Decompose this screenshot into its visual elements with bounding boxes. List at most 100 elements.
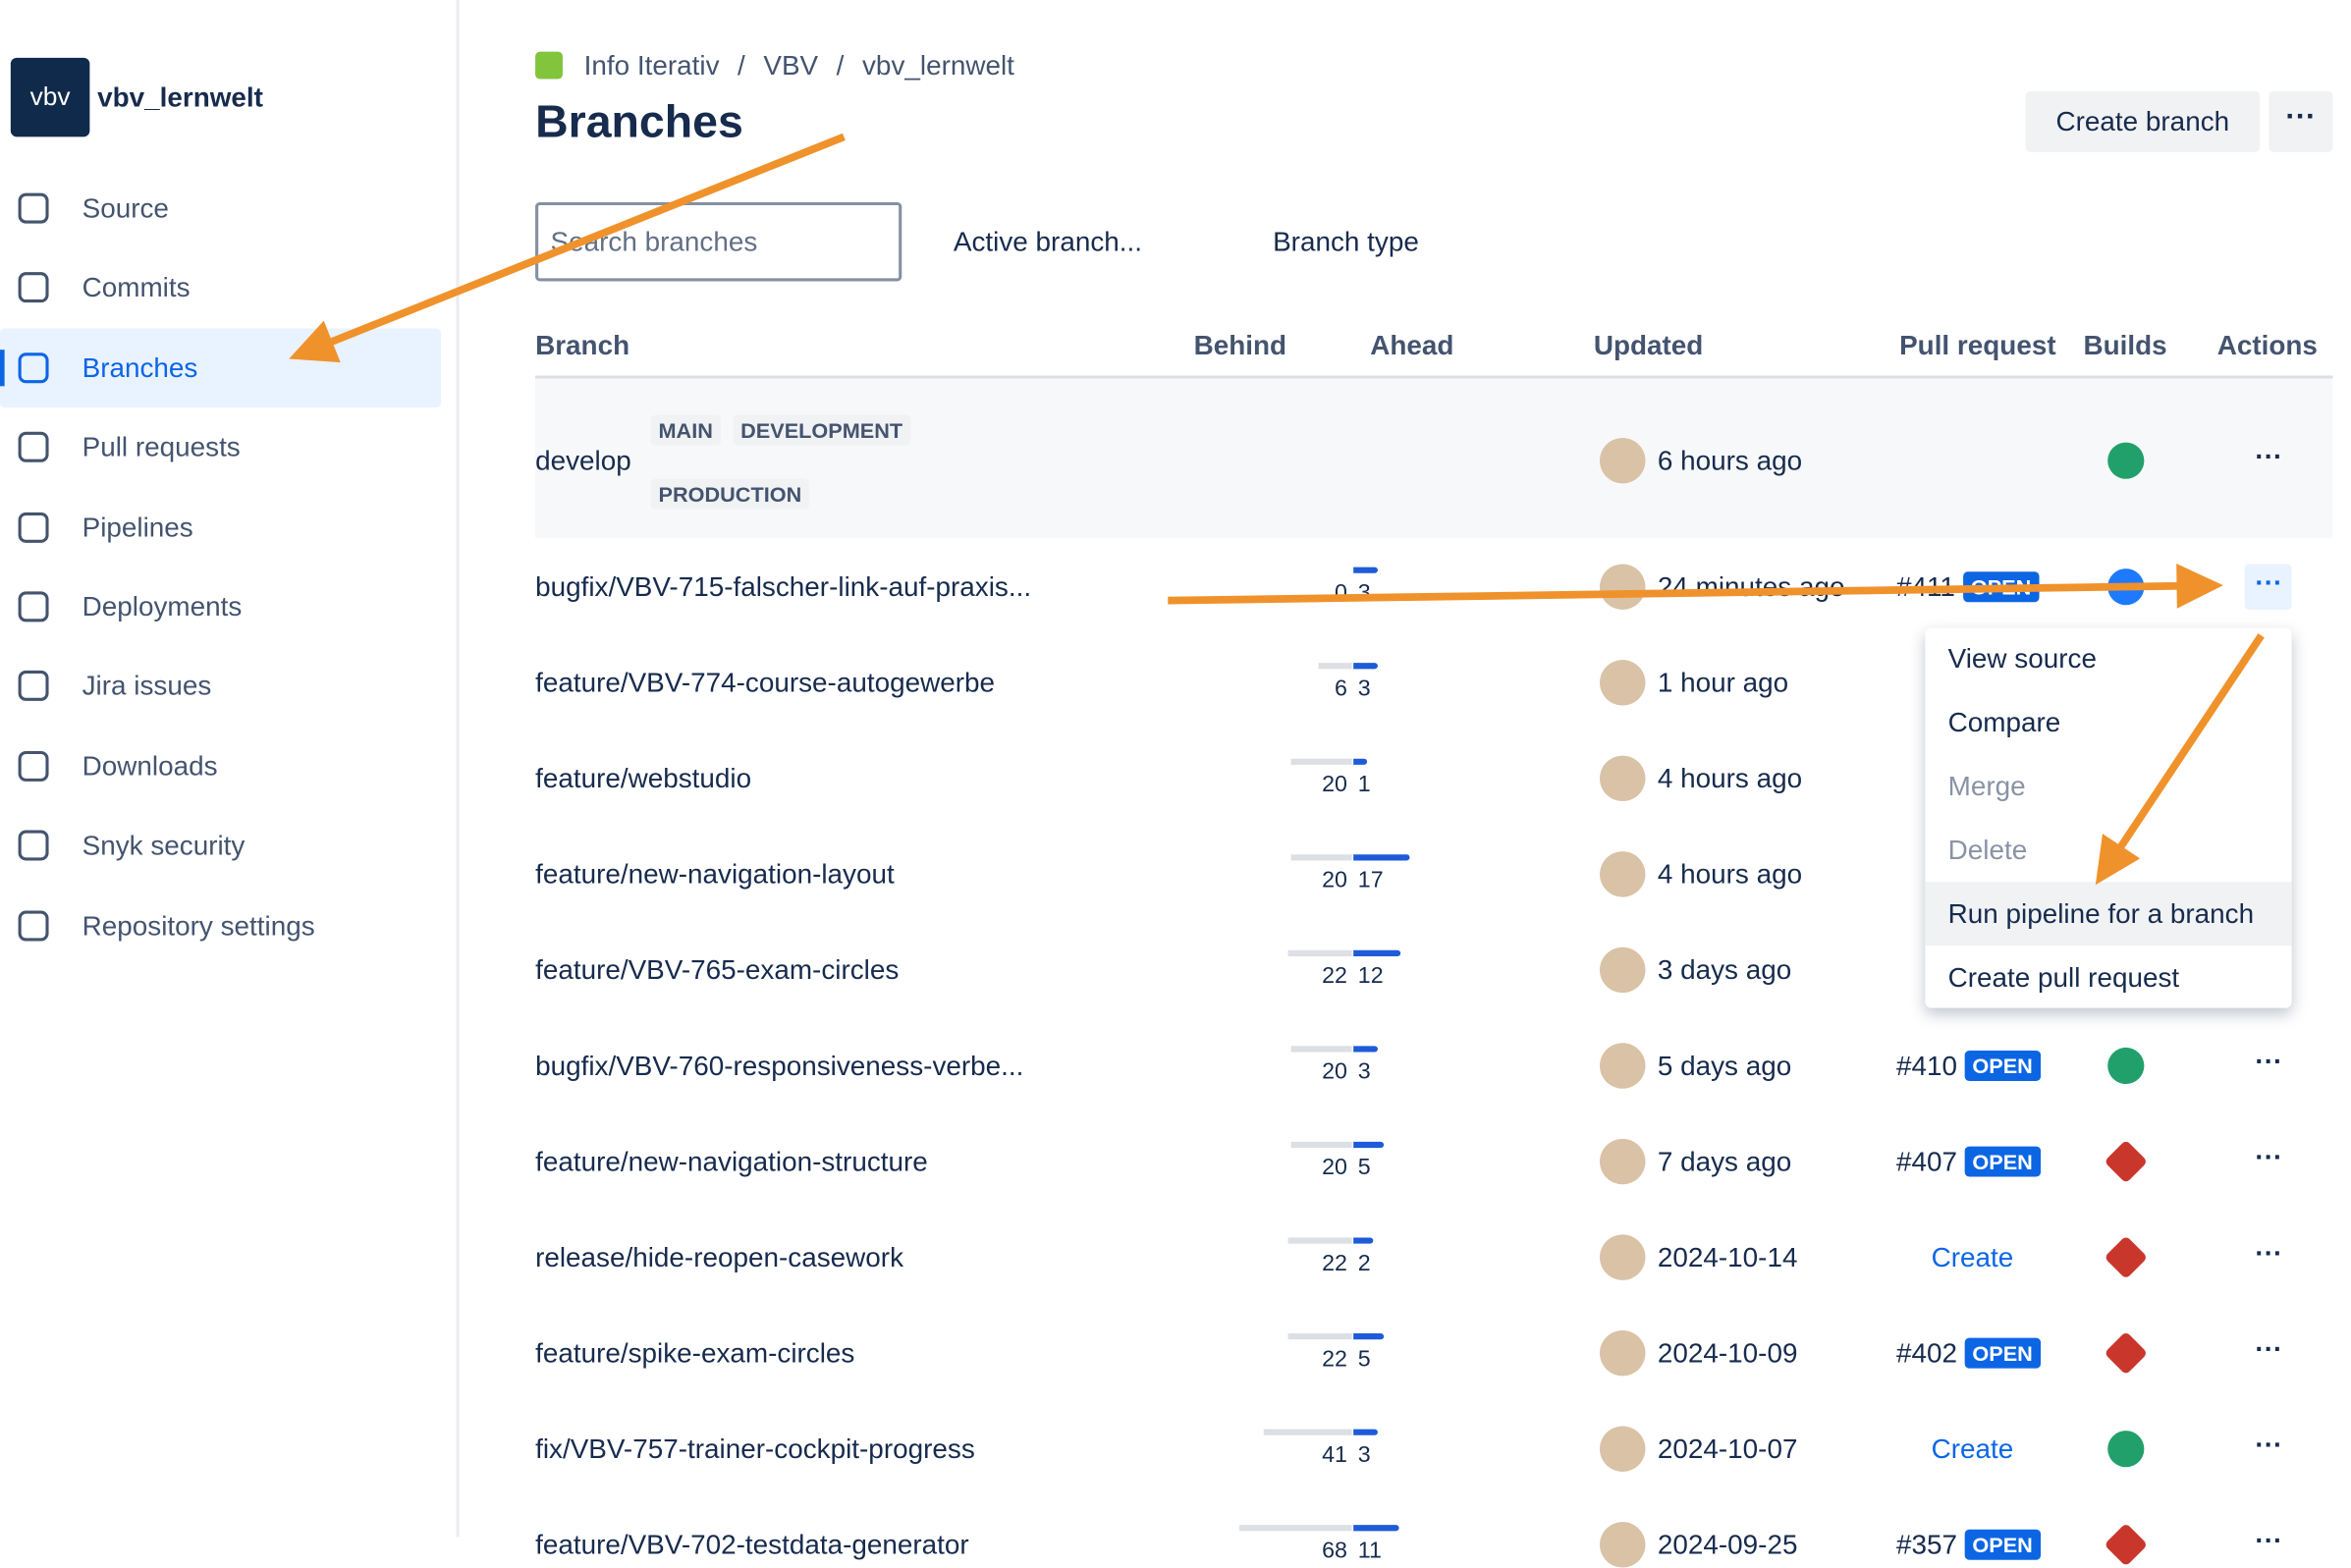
nav-item[interactable]: Downloads — [82, 750, 218, 782]
column-header[interactable]: Builds — [2083, 330, 2167, 360]
behind-bar — [1287, 1333, 1352, 1340]
branch-name[interactable]: feature/webstudio — [535, 763, 752, 794]
ahead-bar — [1353, 949, 1401, 957]
branch-name[interactable]: fix/VBV-757-trainer-cockpit-progress — [535, 1433, 975, 1465]
actions-button[interactable]: ··· — [2255, 1141, 2283, 1172]
repo-name[interactable]: vbv_lernwelt — [97, 81, 263, 113]
column-header[interactable]: Behind — [1193, 330, 1287, 360]
menu-item[interactable]: Create pull request — [1947, 962, 2180, 994]
filter-active[interactable]: Active branch... — [953, 226, 1143, 257]
updated: 2024-10-09 — [1657, 1337, 1798, 1369]
behind-bar — [1318, 663, 1352, 670]
breadcrumb[interactable]: vbv_lernwelt — [861, 50, 1014, 81]
nav-icon — [18, 192, 49, 224]
branch-name[interactable]: release/hide-reopen-casework — [535, 1242, 904, 1273]
column-header[interactable]: Pull request — [1899, 330, 2056, 360]
actions-active-bg — [2244, 564, 2292, 610]
behind-count: 22 — [1322, 1250, 1347, 1276]
more-button[interactable]: ··· — [2269, 90, 2333, 152]
avatar — [1600, 851, 1646, 897]
nav-icon — [18, 351, 49, 383]
build-status[interactable] — [2107, 1047, 2145, 1085]
nav-item[interactable]: Deployments — [82, 591, 243, 622]
pr-number[interactable]: #402 — [1895, 1337, 1957, 1369]
behind-count: 20 — [1322, 1155, 1347, 1181]
ahead-count: 5 — [1357, 1346, 1371, 1373]
ahead-bar — [1353, 567, 1378, 573]
actions-button[interactable]: ··· — [2255, 1046, 2283, 1077]
menu-item[interactable]: Run pipeline for a branch — [1947, 898, 2255, 930]
branch-name[interactable]: bugfix/VBV-760-responsiveness-verbe... — [535, 1051, 1024, 1081]
branch-name[interactable]: feature/new-navigation-layout — [535, 858, 895, 890]
filter-type[interactable]: Branch type — [1273, 226, 1419, 257]
create-branch-button[interactable]: Create branch — [2025, 90, 2261, 152]
menu-item[interactable]: View source — [1947, 643, 2097, 674]
ahead-bar — [1353, 854, 1410, 861]
column-header[interactable]: Branch — [535, 330, 630, 360]
ahead-count: 5 — [1357, 1155, 1371, 1181]
nav-item[interactable]: Branches — [82, 351, 198, 383]
behind-count: 22 — [1322, 1346, 1347, 1373]
nav-item[interactable]: Source — [82, 192, 169, 224]
actions-button[interactable]: ··· — [2255, 1429, 2283, 1460]
nav-item[interactable]: Jira issues — [82, 671, 212, 702]
nav-icon — [18, 591, 49, 622]
branch-tag: PRODUCTION — [650, 478, 809, 510]
behind-bar — [1290, 1046, 1352, 1053]
nav-item[interactable]: Repository settings — [82, 909, 315, 941]
breadcrumb[interactable]: VBV — [763, 50, 819, 81]
build-status[interactable] — [2107, 1431, 2145, 1468]
behind-count: 20 — [1322, 1058, 1347, 1085]
ahead-count: 3 — [1357, 676, 1371, 702]
branch-name[interactable]: feature/VBV-765-exam-circles — [535, 954, 900, 986]
actions-button[interactable]: ··· — [2255, 567, 2283, 598]
actions-button[interactable]: ··· — [2255, 441, 2283, 472]
sidebar-border — [456, 0, 460, 1538]
pr-create-link[interactable]: Create — [1931, 1433, 2014, 1465]
avatar — [1600, 437, 1646, 484]
branch-name[interactable]: feature/spike-exam-circles — [535, 1337, 855, 1369]
updated: 2024-10-14 — [1657, 1242, 1798, 1273]
column-header[interactable]: Updated — [1593, 330, 1704, 360]
breadcrumb[interactable]: Info Iterativ — [583, 50, 720, 81]
avatar — [1600, 755, 1646, 802]
search-box[interactable] — [535, 201, 902, 282]
actions-button[interactable]: ··· — [2255, 1333, 2283, 1365]
branch-name[interactable]: feature/new-navigation-structure — [535, 1146, 928, 1177]
nav-item[interactable]: Pull requests — [82, 432, 241, 463]
branch-name[interactable]: develop — [535, 445, 631, 476]
branch-tag: MAIN — [650, 414, 721, 446]
column-header[interactable]: Ahead — [1370, 330, 1454, 360]
updated: 1 hour ago — [1657, 667, 1789, 698]
header-line — [535, 375, 2333, 379]
nav-icon — [18, 432, 49, 463]
actions-button[interactable]: ··· — [2255, 1237, 2283, 1269]
nav-item[interactable]: Commits — [82, 272, 191, 303]
ahead-bar — [1353, 1237, 1373, 1244]
ahead-bar — [1353, 1525, 1399, 1532]
updated: 2024-10-07 — [1657, 1433, 1798, 1465]
behind-bar — [1290, 854, 1352, 861]
avatar — [1600, 564, 1646, 610]
pr-create-link[interactable]: Create — [1931, 1242, 2014, 1273]
behind-count: 68 — [1322, 1538, 1347, 1564]
avatar — [1600, 1234, 1646, 1280]
avatar — [1600, 1043, 1646, 1089]
avatar — [1600, 1329, 1646, 1377]
menu-hover-bg — [1925, 882, 2292, 946]
nav-item[interactable]: Snyk security — [82, 830, 246, 861]
build-status[interactable] — [2107, 442, 2145, 479]
behind-count: 22 — [1322, 962, 1347, 990]
nav-item[interactable]: Pipelines — [82, 512, 193, 543]
column-header[interactable]: Actions — [2216, 330, 2318, 360]
branch-name[interactable]: bugfix/VBV-715-falscher-link-auf-praxis.… — [535, 571, 1032, 603]
pr-number[interactable]: #410 — [1895, 1051, 1957, 1081]
updated: 3 days ago — [1657, 954, 1792, 986]
menu-item[interactable]: Compare — [1947, 707, 2061, 738]
avatar — [1600, 946, 1646, 994]
pr-number[interactable]: #407 — [1895, 1146, 1957, 1177]
branch-name[interactable]: feature/VBV-774-course-autogewerbe — [535, 667, 996, 698]
branch-tag: DEVELOPMENT — [733, 414, 910, 446]
ahead-bar — [1353, 663, 1378, 670]
